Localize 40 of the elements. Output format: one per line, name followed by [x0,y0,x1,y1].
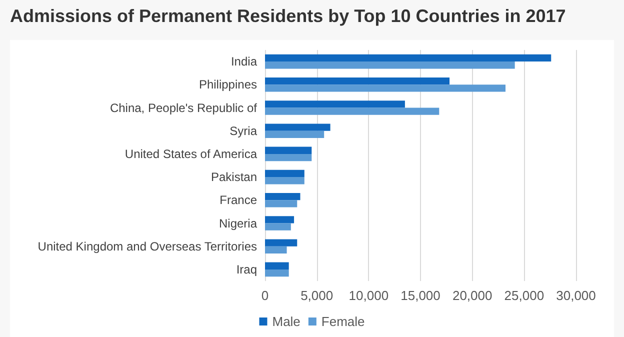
y-tick-label: India [230,54,258,69]
bar [265,154,312,162]
y-tick-label: United Kingdom and Overseas Territories [38,239,257,254]
legend-label: Female [321,314,365,329]
bar [265,108,440,115]
x-tick-label: 15,000 [400,288,440,303]
y-tick-label: Iraq [236,262,257,276]
x-tick-label: 30,000 [556,288,596,303]
bar [265,146,312,154]
bar [265,262,289,270]
bar [265,177,304,184]
bar [265,124,330,131]
x-tick-label: 20,000 [452,288,492,303]
y-tick-label: Syria [230,124,258,138]
bar [265,84,506,92]
legend-label: Male [272,314,300,329]
bar [265,200,298,208]
bar [265,223,291,230]
bar [265,100,405,108]
x-tick-label: 5,000 [300,288,334,303]
bar [265,239,298,246]
bar [265,170,304,178]
y-tick-label: Nigeria [218,216,258,230]
bar [265,130,324,138]
x-tick-label: 0 [261,288,269,303]
bar [265,54,552,62]
bar [265,269,289,277]
chart-title: Admissions of Permanent Residents by Top 10 Countries in 2017 [10,6,566,27]
x-tick-label: 25,000 [504,288,544,303]
bar [265,216,294,224]
y-tick-label: Philippines [198,78,257,92]
y-tick-label: United States of America [124,146,258,161]
y-tick-label: China, People's Republic of [110,100,258,115]
y-tick-label: Pakistan [210,170,257,184]
bar [265,192,300,200]
y-tick-label: France [220,193,258,208]
bar [265,62,515,69]
bar [265,246,287,254]
x-tick-label: 10,000 [348,288,389,303]
bar [265,77,450,85]
